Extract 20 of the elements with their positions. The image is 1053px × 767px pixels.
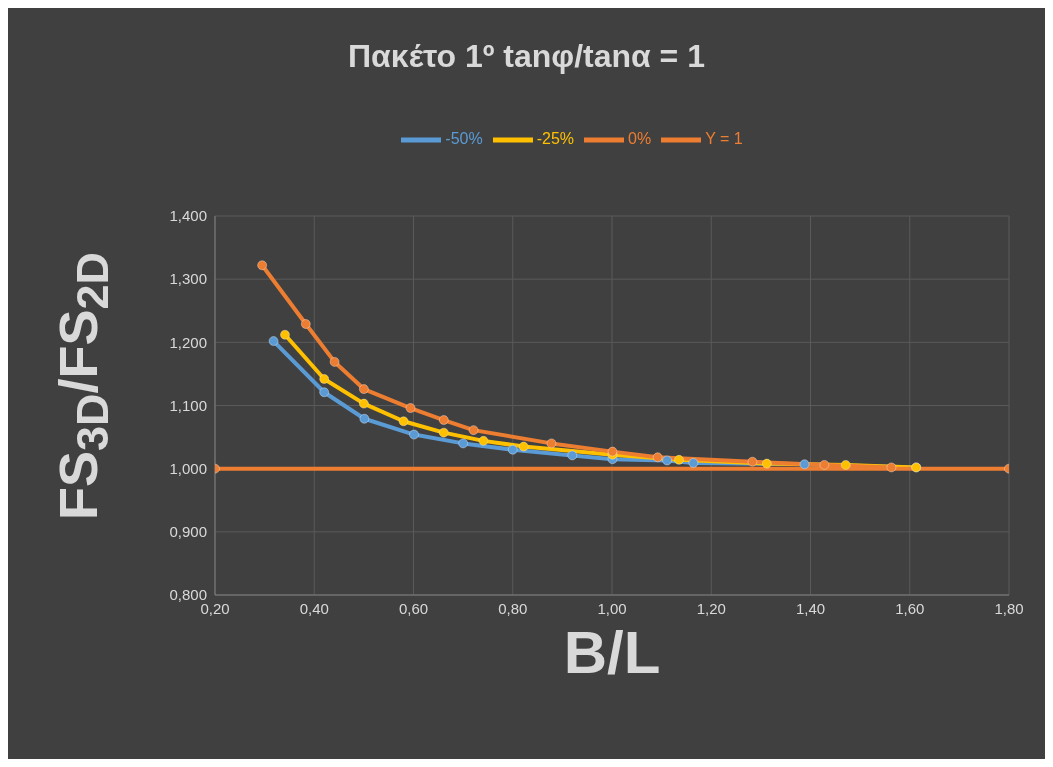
- legend-label: -25%: [536, 130, 575, 148]
- x-axis-title: B/L: [562, 618, 662, 687]
- x-tick-label: 1,40: [795, 599, 826, 617]
- x-tick-label: 1,60: [895, 599, 925, 617]
- x-tick-label: 0,40: [299, 599, 329, 617]
- x-tick-label: 1,00: [597, 599, 627, 617]
- y-tick-label: 1,100: [169, 396, 207, 414]
- x-tick-label: 1,20: [696, 599, 726, 617]
- chart-title: Πακέτο 1º tanφ/tanα = 1: [347, 38, 706, 75]
- legend-label: -50%: [445, 130, 483, 148]
- y-tick-label: 1,400: [169, 207, 207, 225]
- y-tick-label: 1,300: [169, 270, 207, 288]
- legend-label: 0%: [628, 130, 652, 148]
- legend-label: Y = 1: [705, 130, 743, 148]
- x-tick-label: 0,80: [498, 599, 528, 617]
- x-tick-label: 1,80: [994, 599, 1024, 617]
- x-tick-label: 0,60: [398, 599, 429, 617]
- y-tick-label: 1,200: [169, 333, 207, 351]
- y-tick-label: 1,000: [169, 459, 207, 477]
- y-tick-label: 0,900: [169, 523, 207, 541]
